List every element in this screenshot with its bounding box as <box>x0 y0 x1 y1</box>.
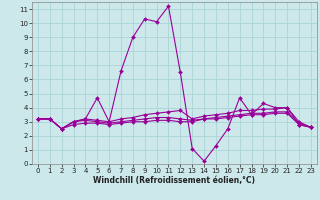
X-axis label: Windchill (Refroidissement éolien,°C): Windchill (Refroidissement éolien,°C) <box>93 176 255 185</box>
